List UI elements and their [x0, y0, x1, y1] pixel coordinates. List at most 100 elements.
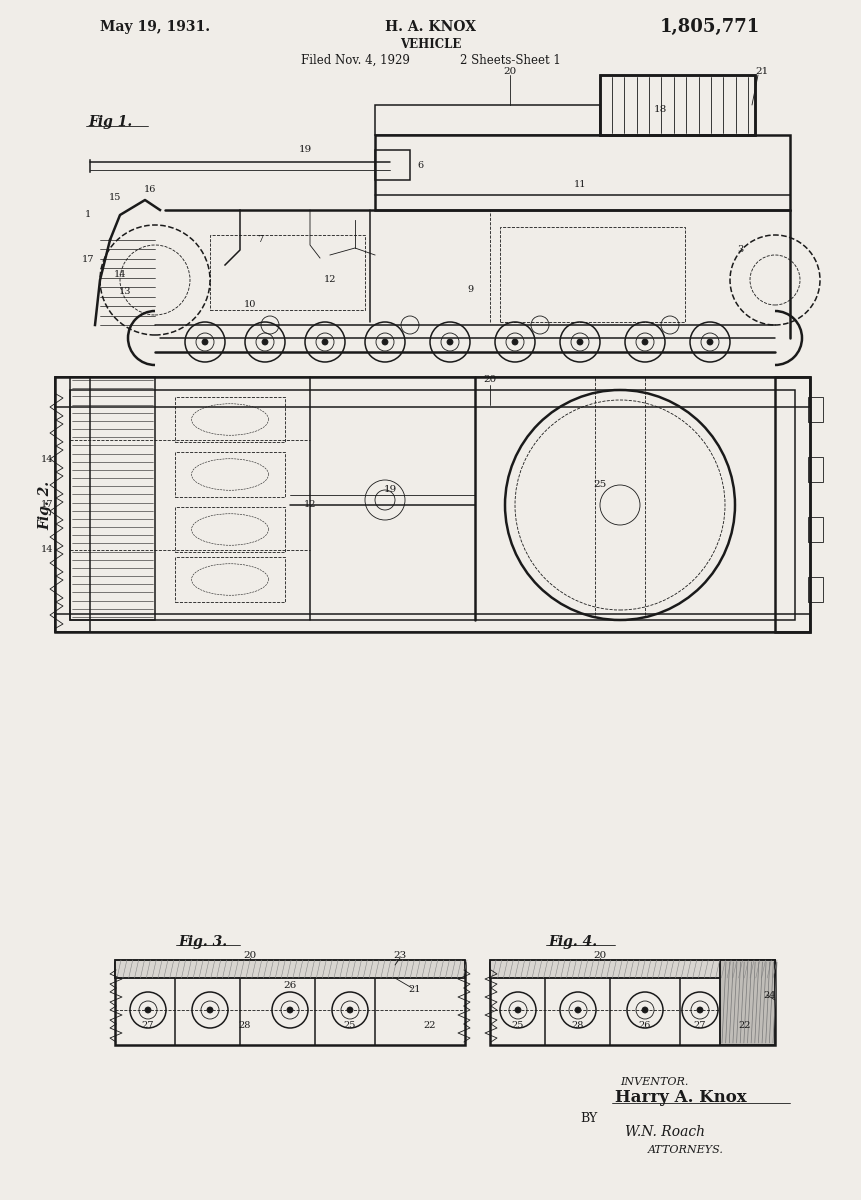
Bar	[115, 962, 464, 1045]
Circle shape	[641, 1007, 647, 1013]
Bar	[115, 960, 464, 978]
Text: 20: 20	[243, 950, 257, 960]
Circle shape	[511, 338, 517, 346]
Text: 25: 25	[344, 1020, 356, 1030]
Text: VEHICLE: VEHICLE	[400, 37, 461, 50]
Text: 12: 12	[324, 276, 336, 284]
Text: Fig. 4.: Fig. 4.	[548, 935, 597, 949]
Circle shape	[514, 1007, 520, 1013]
Text: 14: 14	[40, 456, 53, 464]
Text: 16: 16	[144, 186, 156, 194]
Bar	[489, 962, 774, 1045]
Text: 14: 14	[114, 270, 126, 280]
Bar	[807, 577, 822, 602]
Bar	[55, 377, 809, 632]
Text: 1: 1	[84, 210, 91, 220]
Text: 25: 25	[592, 480, 606, 490]
Bar	[599, 74, 754, 134]
Text: Fig 1.: Fig 1.	[88, 115, 132, 128]
Circle shape	[322, 338, 328, 346]
Circle shape	[347, 1007, 353, 1013]
Text: 14: 14	[40, 546, 53, 554]
Text: H. A. KNOX: H. A. KNOX	[385, 20, 476, 34]
Bar	[175, 506, 285, 552]
Bar	[499, 227, 684, 322]
Text: 28: 28	[571, 1020, 584, 1030]
Bar	[70, 390, 794, 620]
Text: 24: 24	[763, 990, 776, 1000]
Text: W.N. Roach: W.N. Roach	[624, 1124, 704, 1139]
Circle shape	[641, 338, 647, 346]
Text: 22: 22	[738, 1020, 751, 1030]
Text: 27: 27	[693, 1020, 705, 1030]
Text: 17: 17	[82, 256, 94, 264]
Circle shape	[574, 1007, 580, 1013]
Bar	[375, 134, 789, 210]
Text: 6: 6	[417, 161, 423, 169]
Circle shape	[262, 338, 268, 346]
Text: 25: 25	[511, 1020, 523, 1030]
Text: May 19, 1931.: May 19, 1931.	[100, 20, 210, 34]
Bar	[55, 377, 809, 407]
Text: 2 Sheets-Sheet 1: 2 Sheets-Sheet 1	[459, 54, 560, 66]
Text: 19: 19	[298, 145, 312, 155]
Text: 28: 28	[238, 1020, 251, 1030]
Bar	[807, 517, 822, 542]
Bar	[807, 397, 822, 422]
Text: 11: 11	[573, 180, 585, 190]
Circle shape	[447, 338, 453, 346]
Text: ATTORNEYS.: ATTORNEYS.	[647, 1145, 723, 1154]
Text: 26: 26	[638, 1020, 650, 1030]
Text: 26: 26	[283, 980, 296, 990]
Circle shape	[207, 1007, 213, 1013]
Text: 21: 21	[754, 67, 768, 77]
Text: 17: 17	[40, 500, 53, 510]
Bar	[175, 452, 285, 497]
Bar	[807, 457, 822, 482]
Circle shape	[145, 1007, 151, 1013]
Bar	[115, 960, 464, 978]
Bar	[489, 960, 774, 978]
Text: 20: 20	[503, 67, 516, 77]
Text: 19: 19	[383, 486, 396, 494]
Text: 3: 3	[736, 246, 742, 254]
Circle shape	[201, 338, 208, 346]
Bar	[719, 960, 774, 1045]
Text: 18: 18	[653, 106, 666, 114]
Circle shape	[697, 1007, 703, 1013]
Bar	[70, 377, 155, 620]
Bar	[719, 960, 774, 1045]
Bar	[774, 377, 809, 632]
Bar	[210, 235, 364, 310]
Bar	[55, 377, 90, 632]
Circle shape	[576, 338, 582, 346]
Circle shape	[287, 1007, 293, 1013]
Text: INVENTOR.: INVENTOR.	[619, 1078, 688, 1087]
Circle shape	[706, 338, 712, 346]
Bar	[375, 104, 599, 134]
Text: 21: 21	[408, 985, 421, 995]
Text: 12: 12	[303, 500, 316, 510]
Bar	[599, 74, 754, 134]
Text: 23: 23	[393, 950, 406, 960]
Text: Filed Nov. 4, 1929: Filed Nov. 4, 1929	[300, 54, 409, 66]
Text: Fig. 3.: Fig. 3.	[177, 935, 226, 949]
Text: 20: 20	[483, 376, 496, 384]
Text: 22: 22	[424, 1020, 436, 1030]
Text: 20: 20	[592, 950, 606, 960]
Text: 15: 15	[108, 193, 121, 203]
Text: 1,805,771: 1,805,771	[660, 18, 759, 36]
Text: 9: 9	[467, 286, 473, 294]
Text: Harry A. Knox: Harry A. Knox	[614, 1090, 746, 1106]
Text: 13: 13	[119, 288, 131, 296]
Bar	[175, 397, 285, 442]
Bar	[175, 557, 285, 602]
Text: BY: BY	[579, 1111, 597, 1124]
Text: 27: 27	[141, 1020, 154, 1030]
Bar	[55, 614, 809, 632]
Bar	[489, 960, 774, 978]
Circle shape	[381, 338, 387, 346]
Text: Fig. 2.: Fig. 2.	[38, 480, 52, 529]
Bar	[375, 150, 410, 180]
Text: 7: 7	[257, 235, 263, 245]
